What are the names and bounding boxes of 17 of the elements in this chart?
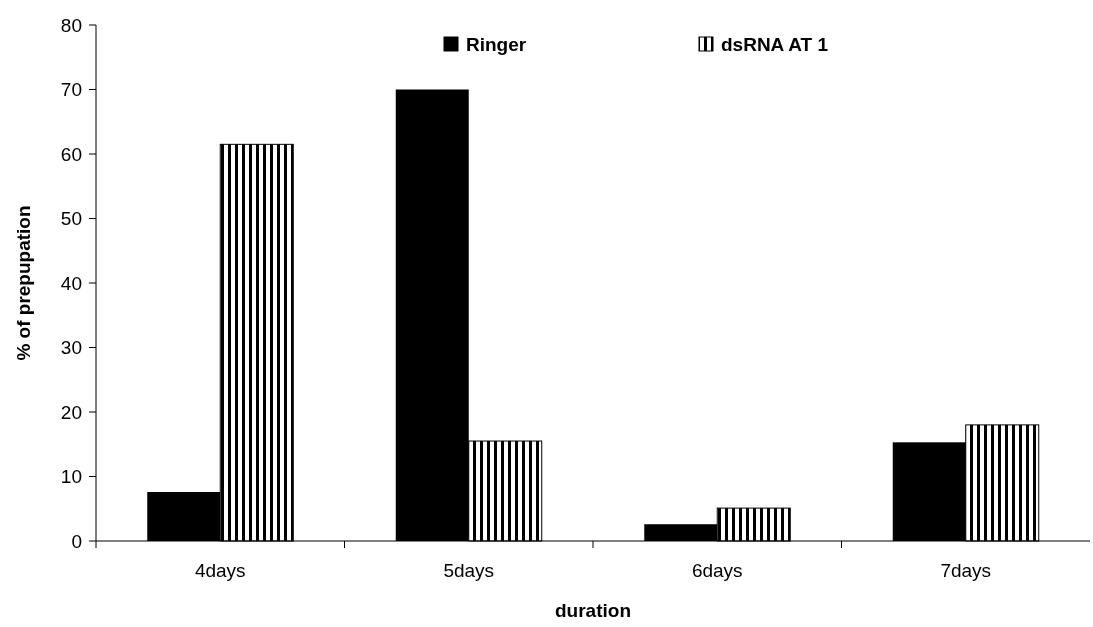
y-tick-label: 50: [60, 208, 82, 230]
legend-label: Ringer: [466, 33, 527, 55]
x-tick-label: 6days: [691, 560, 743, 581]
y-tick-label: 60: [60, 143, 82, 165]
y-tick-label: 10: [60, 466, 82, 488]
y-tick-label: 0: [71, 530, 82, 552]
y-tick-label: 20: [60, 401, 82, 423]
x-tick-label: 4days: [194, 560, 246, 581]
y-tick-label: 70: [60, 79, 82, 101]
legend-label: dsRNA AT 1: [721, 33, 829, 55]
y-tick-label: 80: [60, 14, 82, 36]
x-tick-label: 5days: [443, 560, 495, 581]
x-axis-title: duration: [555, 600, 631, 621]
y-tick-label: 30: [60, 337, 82, 359]
y-tick-label: 40: [60, 272, 82, 294]
x-tick-label: 7days: [940, 560, 992, 581]
y-axis-title: % of prepupation: [13, 205, 34, 361]
